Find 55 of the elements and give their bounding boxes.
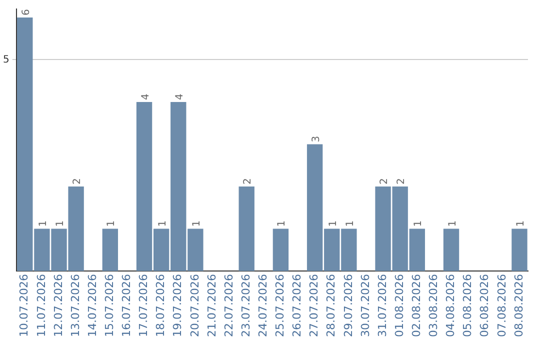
x-tick-label: 20.07.2026	[188, 274, 202, 338]
x-tick-label: 23.07.2026	[239, 274, 252, 338]
data-label: 1	[447, 220, 458, 227]
bar	[443, 228, 460, 272]
x-tick-label: 19.07.2026	[171, 274, 184, 338]
data-label: 2	[379, 178, 390, 184]
x-tick-label: 27.07.2026	[308, 274, 321, 338]
x-tick-label: 18.07.2026	[154, 274, 168, 338]
x-tick-label: 14.07.2026	[86, 274, 99, 338]
x-tick-label: 12.07.2026	[52, 274, 65, 338]
x-tick-label: 22.07.2026	[222, 274, 236, 338]
y-tick-label: 5	[2, 54, 10, 66]
x-tick-label: 10.07.2026	[18, 274, 31, 338]
data-label: 1	[55, 220, 66, 227]
x-tick-label: 08.08.2026	[512, 274, 526, 338]
x-tick-label: 17.07.2026	[137, 274, 150, 338]
data-label: 2	[72, 178, 84, 184]
x-tick-label: 25.07.2026	[274, 274, 287, 338]
data-label: 2	[242, 178, 254, 184]
data-label: 1	[38, 220, 49, 227]
data-label: 2	[396, 178, 408, 184]
bar	[512, 228, 528, 272]
data-label: 1	[276, 220, 288, 227]
x-tick-label: 02.08.2026	[410, 274, 424, 338]
data-label: 6	[20, 9, 32, 16]
x-tick-label: 30.07.2026	[358, 274, 372, 338]
data-label: 1	[106, 220, 118, 227]
x-tick-label: 01.08.2026	[392, 274, 406, 338]
x-tick-label: 31.07.2026	[376, 274, 389, 338]
data-label: 3	[310, 136, 322, 142]
data-label: 1	[344, 220, 356, 227]
x-tick-label: 21.07.2026	[205, 274, 218, 338]
x-tick-label: 05.08.2026	[461, 274, 474, 338]
data-label: 1	[157, 220, 168, 227]
data-label: 4	[140, 94, 152, 100]
bar	[272, 228, 289, 272]
data-label: 1	[191, 220, 202, 227]
x-tick-label: 04.08.2026	[444, 274, 458, 338]
x-tick-label: 07.08.2026	[495, 274, 508, 338]
x-tick-label: 29.07.2026	[342, 274, 355, 338]
data-label: 1	[413, 220, 424, 227]
x-tick-label: 16.07.2026	[120, 274, 134, 338]
data-label: 1	[515, 220, 526, 227]
x-tick-label: 03.08.2026	[427, 274, 440, 338]
x-tick-label: 06.08.2026	[478, 274, 492, 338]
x-tick-label: 28.07.2026	[324, 274, 338, 338]
data-label: 4	[174, 94, 186, 100]
x-tick-label: 15.07.2026	[103, 274, 116, 338]
x-tick-label: 11.07.2026	[34, 274, 48, 338]
x-tick-label: 13.07.2026	[68, 274, 82, 338]
x-tick-label: 24.07.2026	[256, 274, 270, 338]
data-label: 1	[328, 220, 339, 227]
bar	[238, 186, 254, 272]
bar	[102, 228, 118, 272]
x-tick-label: 26.07.2026	[290, 274, 304, 338]
